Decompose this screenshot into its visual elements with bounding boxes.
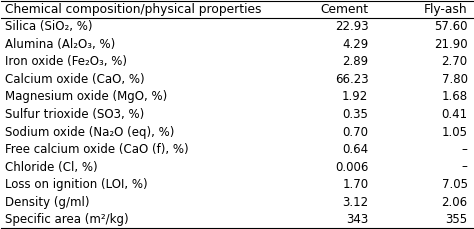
Text: 1.92: 1.92 [342, 90, 368, 104]
Text: Fly-ash: Fly-ash [424, 3, 468, 16]
Text: 1.68: 1.68 [441, 90, 468, 104]
Text: Chemical composition/physical properties: Chemical composition/physical properties [5, 3, 262, 16]
Text: 0.41: 0.41 [441, 108, 468, 121]
Text: 355: 355 [446, 213, 468, 226]
Text: 1.70: 1.70 [342, 178, 368, 191]
Text: Magnesium oxide (MgO, %): Magnesium oxide (MgO, %) [5, 90, 168, 104]
Text: Iron oxide (Fe₂O₃, %): Iron oxide (Fe₂O₃, %) [5, 55, 128, 68]
Text: 57.60: 57.60 [434, 20, 468, 33]
Text: Silica (SiO₂, %): Silica (SiO₂, %) [5, 20, 93, 33]
Text: –: – [462, 161, 468, 174]
Text: 4.29: 4.29 [342, 38, 368, 51]
Text: 0.35: 0.35 [343, 108, 368, 121]
Text: 3.12: 3.12 [342, 196, 368, 209]
Text: 2.89: 2.89 [342, 55, 368, 68]
Text: 2.70: 2.70 [441, 55, 468, 68]
Text: Sodium oxide (Na₂O (eq), %): Sodium oxide (Na₂O (eq), %) [5, 125, 175, 139]
Text: Density (g/ml): Density (g/ml) [5, 196, 90, 209]
Text: 22.93: 22.93 [335, 20, 368, 33]
Text: Loss on ignition (LOI, %): Loss on ignition (LOI, %) [5, 178, 148, 191]
Text: 0.006: 0.006 [335, 161, 368, 174]
Text: Free calcium oxide (CaO (f), %): Free calcium oxide (CaO (f), %) [5, 143, 189, 156]
Text: Specific area (m²/kg): Specific area (m²/kg) [5, 213, 129, 226]
Text: Chloride (Cl, %): Chloride (Cl, %) [5, 161, 98, 174]
Text: 1.05: 1.05 [442, 125, 468, 139]
Text: 0.64: 0.64 [342, 143, 368, 156]
Text: Sulfur trioxide (SO3, %): Sulfur trioxide (SO3, %) [5, 108, 145, 121]
Text: Cement: Cement [320, 3, 368, 16]
Text: Calcium oxide (CaO, %): Calcium oxide (CaO, %) [5, 73, 145, 86]
Text: –: – [462, 143, 468, 156]
Text: 0.70: 0.70 [342, 125, 368, 139]
Text: 21.90: 21.90 [434, 38, 468, 51]
Text: Alumina (Al₂O₃, %): Alumina (Al₂O₃, %) [5, 38, 116, 51]
Text: 343: 343 [346, 213, 368, 226]
Text: 7.80: 7.80 [442, 73, 468, 86]
Text: 2.06: 2.06 [441, 196, 468, 209]
Text: 66.23: 66.23 [335, 73, 368, 86]
Text: 7.05: 7.05 [442, 178, 468, 191]
